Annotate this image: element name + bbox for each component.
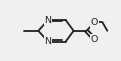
Text: O: O: [91, 35, 98, 44]
Text: N: N: [45, 15, 52, 25]
Text: O: O: [91, 18, 98, 27]
Text: N: N: [45, 37, 52, 46]
